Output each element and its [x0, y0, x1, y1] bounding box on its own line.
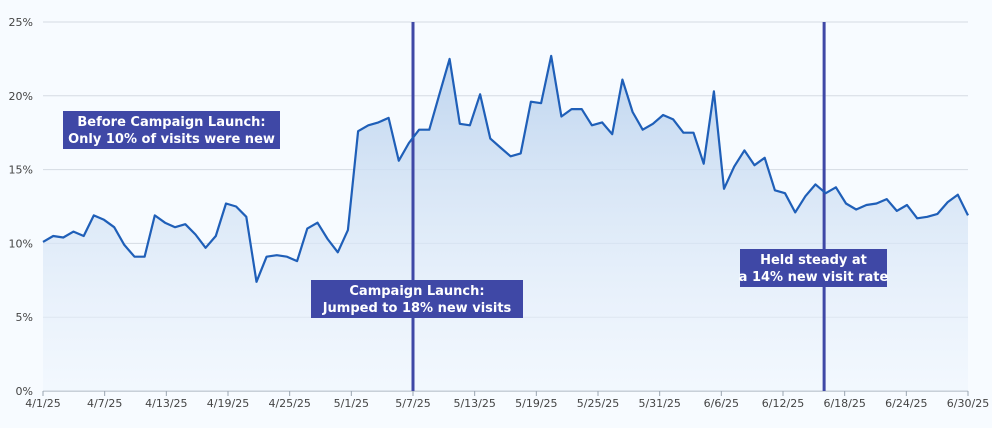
axes: 0% 5% 10% 15% 20% 25% 4/1/25 4/7/25 4/13/25 4/19/… [9, 16, 990, 410]
x-tick-label: 5/13/25 [453, 397, 495, 410]
x-tick-label: 5/7/25 [395, 397, 430, 410]
y-tick-label: 25% [9, 16, 33, 29]
annotation-text: Jumped to 18% new visits [322, 301, 512, 316]
annotations: Before Campaign Launch: Only 10% of visit… [63, 111, 888, 318]
annotation-background [63, 111, 280, 149]
area-fill [43, 55, 968, 392]
annotation-box: Campaign Launch: Jumped to 18% new visits [311, 280, 523, 318]
x-tick-label: 5/19/25 [515, 397, 557, 410]
annotation-text: Campaign Launch: [349, 284, 484, 299]
annotation-box: Held steady at a 14% new visit rate [739, 249, 889, 287]
y-tick-label: 15% [9, 164, 33, 177]
x-tick-label: 5/25/25 [577, 397, 619, 410]
series-lines [42, 54, 969, 283]
y-tick-label: 0% [16, 385, 33, 398]
x-tick-label: 4/7/25 [87, 397, 122, 410]
x-tick-label: 4/1/25 [25, 397, 60, 410]
y-tick-label: 10% [9, 237, 33, 250]
x-tick-label: 5/1/25 [334, 397, 369, 410]
x-tick-label: 6/6/25 [704, 397, 739, 410]
annotation-background [740, 249, 887, 287]
annotation-text: Only 10% of visits were new [68, 132, 275, 147]
x-tick-label: 6/24/25 [885, 397, 927, 410]
x-tick-label: 6/18/25 [823, 397, 865, 410]
y-tick-label: 20% [9, 90, 33, 103]
x-tick-label: 4/19/25 [207, 397, 249, 410]
reference-lines [411, 22, 826, 391]
annotation-text: a 14% new visit rate [739, 270, 889, 285]
x-tick-label: 4/25/25 [268, 397, 310, 410]
x-tick-label: 6/12/25 [762, 397, 804, 410]
annotation-text: Held steady at [760, 253, 867, 268]
series-area [43, 55, 968, 392]
series-line [42, 54, 969, 283]
annotation-box: Before Campaign Launch: Only 10% of visit… [63, 111, 280, 149]
annotation-text: Before Campaign Launch: [77, 115, 265, 130]
x-tick-label: 6/30/25 [947, 397, 989, 410]
x-tick-label: 4/13/25 [145, 397, 187, 410]
x-tick-label: 5/31/25 [638, 397, 680, 410]
y-tick-label: 5% [16, 311, 33, 324]
annotation-background [311, 280, 523, 318]
